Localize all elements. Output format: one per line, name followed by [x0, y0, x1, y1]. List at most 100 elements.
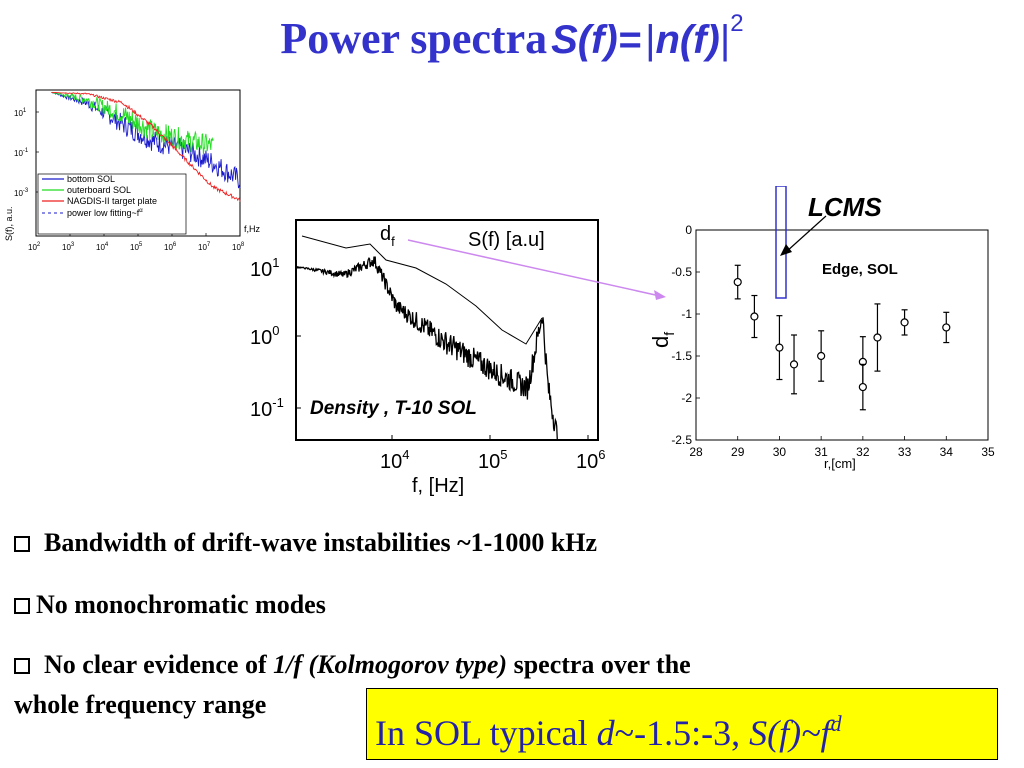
- chart3-data-point: [789, 360, 799, 369]
- chart1-y-tick-label: 101: [14, 108, 27, 118]
- chart3-data-point: [942, 323, 951, 332]
- chart1-x-tick-base: 10: [96, 243, 105, 252]
- chart2-x-tick-base: 10: [576, 451, 598, 473]
- chart1-x-tick-base: 10: [232, 243, 241, 252]
- title-n-f: n(f): [655, 18, 720, 62]
- chart3-data-point: [733, 277, 742, 287]
- chart2-x-tick-exp: 5: [500, 447, 507, 462]
- chart1-x-tick-exp: 3: [71, 242, 75, 248]
- chart1-x-tick-label: 102: [28, 242, 41, 252]
- bullet-3-italic: 1/f (Kolmogorov type): [273, 650, 508, 679]
- bullet-3-text: No clear evidence of: [44, 650, 274, 679]
- chart1-x-tick-exp: 4: [105, 242, 109, 248]
- edge-sol-label: Edge, SOL: [822, 261, 898, 278]
- chart1-series-line: [51, 91, 241, 202]
- lcms-label: LCMS: [808, 192, 882, 222]
- chart3-x-tick-label: 31: [814, 445, 828, 459]
- title-formula: S(f)=: [551, 18, 642, 62]
- chart3-x-tick-label: 28: [689, 445, 703, 459]
- chart1-x-tick-base: 10: [164, 243, 173, 252]
- chart1-ylabel: S(f), a.u.: [4, 206, 14, 241]
- legend-power-fit-sup: α: [139, 208, 143, 214]
- chart2-y-tick-base: 10: [250, 399, 272, 421]
- chart3-ylabel: df: [648, 332, 677, 348]
- chart3-y-tick-label: -2.5: [671, 433, 692, 447]
- density-label: Density , T-10 SOL: [310, 398, 477, 419]
- chart3-data-point: [858, 382, 867, 392]
- chart1-x-tick-label: 107: [198, 242, 211, 252]
- chart1-y-tick-exp: -1: [23, 148, 29, 154]
- lcms-pointer: [785, 215, 827, 253]
- lcms-marker: [775, 186, 787, 299]
- chart2-x-ticks: 104 105 106: [380, 435, 605, 473]
- chart2-fit-label: df: [380, 223, 395, 249]
- chart2-y-tick-exp: -1: [272, 395, 284, 410]
- chart3-x-tick-label: 34: [940, 445, 954, 459]
- chart2-spectrum-line: [295, 256, 558, 441]
- chart1-xlabel: f,Hz: [244, 224, 261, 234]
- legend-label-outerboard-sol: outerboard SOL: [67, 185, 131, 195]
- chart1-x-tick-exp: 5: [139, 242, 143, 248]
- legend-item-nagdis: NAGDIS-II target plate: [42, 196, 157, 206]
- bullet-1: Bandwidth of drift-wave instabilities ~1…: [14, 528, 597, 558]
- chart2-x-tick-exp: 4: [402, 447, 409, 462]
- legend-label-power-fit: power low fitting~fα: [67, 208, 143, 218]
- chart2-y-tick-exp: 1: [272, 255, 279, 270]
- legend-item-power-fit: power low fitting~fα: [42, 208, 143, 218]
- bullet-3-tail: spectra over the: [507, 650, 691, 679]
- chart1-x-ticks: 102 103 104 105 106 107 108: [28, 233, 245, 252]
- page-title: Power spectra S(f)= |n(f)|2: [0, 10, 1024, 64]
- bullet-1-text: Bandwidth of drift-wave instabilities ~1…: [44, 528, 598, 557]
- chart3-ylabel-d: d: [648, 336, 673, 348]
- chart1-y-tick-base: 10: [14, 109, 23, 118]
- chart3-data-point: [900, 318, 909, 327]
- chart3-x-ticks: 28 29 30 31 32 33 34 35: [689, 436, 995, 459]
- legend-item-outerboard-sol: outerboard SOL: [42, 185, 131, 195]
- chart3-plot-area: [733, 264, 951, 411]
- chart3-y-tick-label: 0: [685, 223, 692, 237]
- chart3-y-tick-label: -0.5: [671, 265, 692, 279]
- chart1-x-tick-base: 10: [130, 243, 139, 252]
- chart1-plot-area: [51, 91, 241, 202]
- chart1-x-tick-label: 104: [96, 242, 109, 252]
- bullet-2: No monochromatic modes: [14, 590, 326, 620]
- title-bar-right: |: [719, 18, 731, 62]
- chart1-x-tick-label: 108: [232, 242, 245, 252]
- chart1-x-tick-exp: 8: [241, 242, 245, 248]
- chart2-x-tick-base: 10: [380, 451, 402, 473]
- chart2-fit-d: d: [380, 223, 391, 245]
- checkbox-bullet-icon: [14, 536, 30, 552]
- chart1-y-tick-label: 10-1: [14, 148, 29, 158]
- chart2-xlabel: f, [Hz]: [412, 475, 464, 497]
- chart2-fit-sub: f: [391, 234, 395, 249]
- chart1-y-tick-exp: 1: [23, 108, 27, 114]
- summary-d: d: [596, 713, 615, 753]
- chart1-y-tick-base: 10: [14, 189, 23, 198]
- chart2-y-tick-base: 10: [250, 327, 272, 349]
- chart1-x-tick-label: 105: [130, 242, 143, 252]
- checkbox-bullet-icon: [14, 598, 30, 614]
- lcms-pointer-head: [780, 244, 792, 256]
- chart3-y-tick-label: -1: [681, 307, 692, 321]
- chart1-y-tick-label: 10-3: [14, 188, 29, 198]
- title-text: Power spectra: [280, 14, 548, 63]
- summary-box: In SOL typical d~-1.5:-3, S(f)~fd: [366, 688, 998, 760]
- chart2-x-tick-label: 105: [478, 447, 507, 473]
- df-vs-radius-chart: 28 29 30 31 32 33 34 35 0-0.5-1-1.5-2-2.5 LCMS …: [648, 186, 995, 471]
- title-exponent: 2: [730, 10, 744, 37]
- chart3-y-tick-label: -2: [681, 391, 692, 405]
- chart3-y-tick-label: -1.5: [671, 349, 692, 363]
- chart2-x-tick-base: 10: [478, 451, 500, 473]
- legend-label-bottom-sol: bottom SOL: [67, 174, 115, 184]
- chart3-xlabel: r,[cm]: [824, 456, 856, 471]
- legend-power-fit-text: power low fitting~f: [67, 208, 140, 218]
- chart2-x-tick-exp: 6: [598, 447, 605, 462]
- chart2-x-tick-label: 106: [576, 447, 605, 473]
- chart3-x-tick-label: 32: [856, 445, 870, 459]
- chart2-y-tick-base: 10: [250, 259, 272, 281]
- summary-prefix: In SOL typical: [375, 713, 597, 753]
- chart3-ylabel-sub: f: [661, 332, 677, 336]
- chart3-data-point: [775, 343, 784, 352]
